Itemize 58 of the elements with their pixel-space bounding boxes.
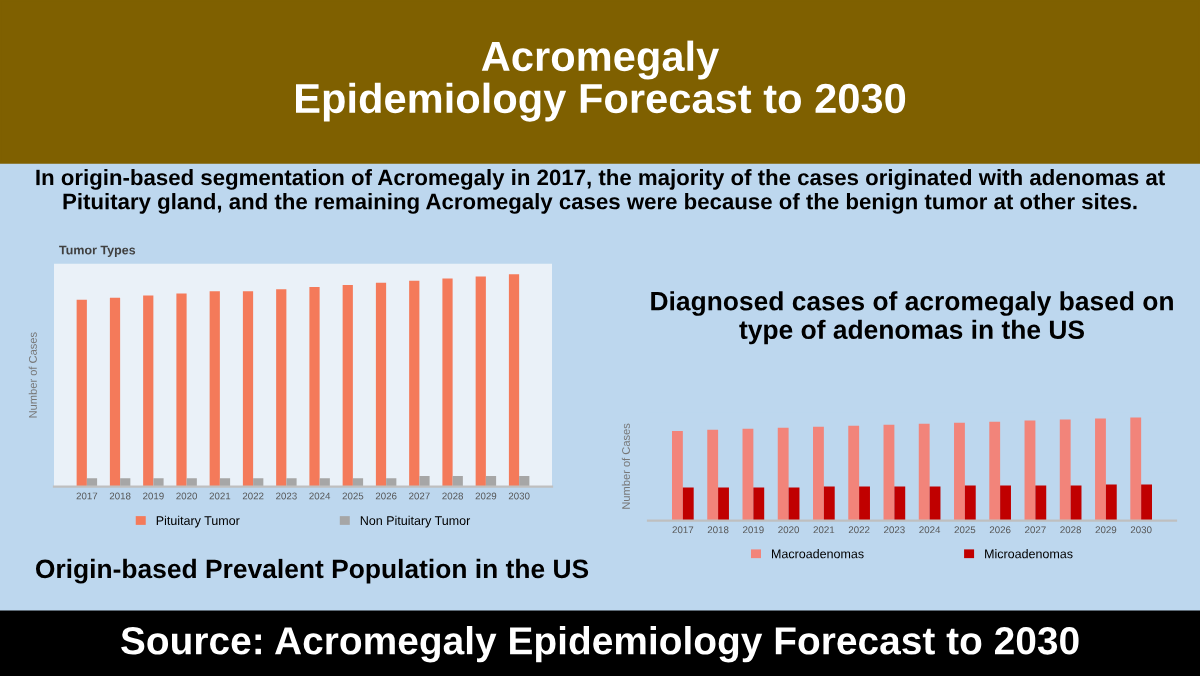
- bar: [823, 486, 835, 521]
- bar: [1059, 419, 1071, 521]
- bar: [1035, 485, 1047, 521]
- bar: [475, 276, 486, 487]
- text: In origin-based segmentation of Acromegaly in 2017, the majority of the cases originated with adenomas at Pituitary gland, and the remaining Acromegaly cases were because of the benign tumor at other sites.: [36, 169, 1165, 214]
- bar: [707, 429, 719, 521]
- bar: [753, 487, 765, 521]
- bar: [86, 478, 98, 487]
- bar: [76, 299, 87, 487]
- bar: [409, 280, 420, 487]
- bar: [352, 478, 364, 487]
- bar: [682, 487, 694, 521]
- bar: [1105, 484, 1117, 521]
- bar: [209, 291, 220, 487]
- bar: [109, 297, 121, 487]
- bar: [718, 487, 729, 521]
- bar: [419, 476, 430, 487]
- bar: [672, 430, 683, 521]
- bar: [989, 421, 1001, 521]
- bar: [954, 422, 965, 521]
- bar: [153, 478, 164, 487]
- bar: [918, 423, 930, 521]
- bar: [1141, 484, 1152, 521]
- bar: [442, 278, 453, 487]
- bar: [143, 295, 154, 487]
- bar: [242, 291, 254, 487]
- bar: [813, 426, 824, 521]
- bar: [309, 287, 320, 487]
- bar: [1024, 420, 1036, 521]
- bar: [276, 289, 287, 487]
- bar: [375, 282, 387, 487]
- text: Origin-based Prevalent Population in the US: [35, 558, 589, 584]
- bar: [519, 476, 530, 487]
- bar: [319, 478, 330, 487]
- bar: [452, 476, 463, 487]
- bar: [253, 478, 264, 487]
- bar: [286, 478, 297, 487]
- bar: [964, 485, 976, 521]
- bar: [1130, 417, 1142, 521]
- bar: [186, 478, 197, 487]
- bar: [859, 486, 870, 521]
- bar: [176, 293, 187, 487]
- chart-title: Diagnosed cases of acromegaly based on type of adenomas in the US: [651, 291, 1173, 345]
- bar: [508, 274, 520, 487]
- bar: [386, 478, 397, 487]
- bar: [777, 427, 789, 521]
- bar: [894, 486, 906, 521]
- text: Acromegaly Epidemiology Forecast to 2030: [296, 40, 906, 122]
- source-note: Source: Acromegaly Epidemiology Forecast to 2030: [121, 626, 1079, 663]
- bar: [1000, 485, 1011, 521]
- bar: [485, 476, 497, 487]
- bar: [742, 428, 754, 521]
- bar: [219, 478, 231, 487]
- bar: [342, 284, 353, 487]
- bar: [883, 424, 895, 521]
- bar: [848, 425, 860, 521]
- bar: [1095, 418, 1106, 521]
- bar: [120, 478, 131, 487]
